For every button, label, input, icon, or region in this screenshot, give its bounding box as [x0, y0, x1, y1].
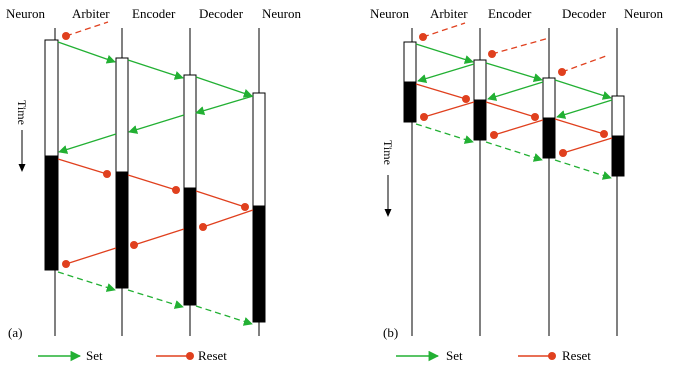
- arbiter-idle-bar: [473, 59, 487, 101]
- reset-arrow: [493, 119, 544, 136]
- reset-arrow: [485, 101, 536, 118]
- set-arrow: [57, 41, 116, 64]
- set-arrow: [195, 95, 254, 116]
- header-encoder: Encoder: [132, 6, 176, 21]
- reset-arrow: [423, 101, 475, 118]
- set-arrow: [195, 76, 253, 98]
- panel-a: Neuron Arbiter Encoder Decoder Neuron: [6, 6, 301, 340]
- decoder-active-bar: [252, 205, 266, 323]
- neuron-left-idle-bar: [44, 39, 59, 157]
- reset-dot: [559, 149, 567, 157]
- set-arrow-dashed: [195, 305, 253, 326]
- header-arbiter: Arbiter: [430, 6, 468, 21]
- reset-arrow: [554, 118, 605, 135]
- reset-dot: [62, 32, 70, 40]
- reset-dot: [488, 50, 496, 58]
- encoder-active-bar: [183, 187, 197, 306]
- set-arrow: [127, 59, 184, 80]
- set-arrow: [415, 43, 474, 64]
- header-arbiter: Arbiter: [72, 6, 110, 21]
- reset-dot: [103, 170, 111, 178]
- reset-dot: [558, 68, 566, 76]
- reset-arrow: [562, 137, 613, 154]
- reset-dot: [241, 203, 249, 211]
- reset-dot: [172, 186, 180, 194]
- legend-reset-label: Reset: [562, 348, 591, 363]
- reset-dot: [419, 33, 427, 41]
- time-axis-arrowhead: [18, 164, 26, 172]
- reset-arrow-dashed: [422, 22, 466, 38]
- reset-dot: [420, 113, 428, 121]
- reset-dot: [600, 130, 608, 138]
- header-neuron-right: Neuron: [624, 6, 663, 21]
- reset-arrow-dashed: [491, 37, 550, 55]
- header-decoder: Decoder: [199, 6, 244, 21]
- reset-arrow: [202, 209, 254, 228]
- time-axis-label: Time: [381, 140, 395, 165]
- set-arrow-dashed: [415, 123, 474, 144]
- time-axis-arrowhead: [384, 209, 392, 217]
- encoder-active-bar: [542, 117, 556, 159]
- legend-set-label: Set: [86, 348, 103, 363]
- decoder-idle-bar: [252, 92, 266, 207]
- neuron-left-idle-bar: [403, 41, 417, 83]
- reset-dot: [62, 260, 70, 268]
- reset-dot: [130, 241, 138, 249]
- arbiter-active-bar: [473, 99, 487, 141]
- header-encoder: Encoder: [488, 6, 532, 21]
- reset-dot: [531, 113, 539, 121]
- reset-arrow: [133, 228, 185, 246]
- set-arrow: [128, 114, 185, 134]
- panel-label: (a): [8, 325, 22, 340]
- reset-dot: [462, 95, 470, 103]
- reset-arrow-dashed: [561, 55, 607, 73]
- legend-set-label: Set: [446, 348, 463, 363]
- panel-label: (b): [383, 325, 398, 340]
- reset-arrow: [65, 247, 117, 265]
- set-arrow-dashed: [127, 289, 184, 309]
- reset-arrow: [57, 158, 108, 175]
- header-neuron-left: Neuron: [6, 6, 45, 21]
- reset-arrow: [195, 190, 246, 208]
- set-arrow: [58, 133, 117, 154]
- set-arrow-dashed: [554, 159, 612, 180]
- set-arrow: [487, 81, 544, 101]
- set-arrow-dashed: [57, 271, 116, 292]
- reset-dot: [199, 223, 207, 231]
- set-arrow: [554, 79, 612, 100]
- reset-arrow: [415, 83, 467, 100]
- decoder-active-bar: [611, 135, 625, 177]
- set-arrow: [417, 63, 475, 83]
- panel-b: Neuron Arbiter Encoder Decoder Neuron: [370, 6, 663, 340]
- legend-reset-dot-icon: [186, 352, 194, 360]
- legend-reset-label: Reset: [198, 348, 227, 363]
- set-arrow-dashed: [485, 141, 543, 162]
- header-neuron-left: Neuron: [370, 6, 409, 21]
- decoder-idle-bar: [611, 95, 625, 137]
- set-arrow: [485, 62, 543, 82]
- set-arrow: [556, 99, 613, 119]
- arbiter-idle-bar: [115, 57, 129, 173]
- legend-a: Set Reset: [38, 348, 227, 363]
- header-neuron-right: Neuron: [262, 6, 301, 21]
- header-decoder: Decoder: [562, 6, 607, 21]
- time-axis-label: Time: [15, 100, 29, 125]
- encoder-idle-bar: [183, 74, 197, 189]
- encoder-idle-bar: [542, 77, 556, 119]
- legend-b: Set Reset: [396, 348, 591, 363]
- reset-arrow: [127, 174, 177, 191]
- legend-reset-dot-icon: [548, 352, 556, 360]
- reset-dot: [490, 131, 498, 139]
- reset-arrow-dashed: [65, 21, 109, 37]
- arbiter-active-bar: [115, 171, 129, 289]
- neuron-left-active-bar: [403, 81, 417, 123]
- neuron-left-active-bar: [44, 155, 59, 271]
